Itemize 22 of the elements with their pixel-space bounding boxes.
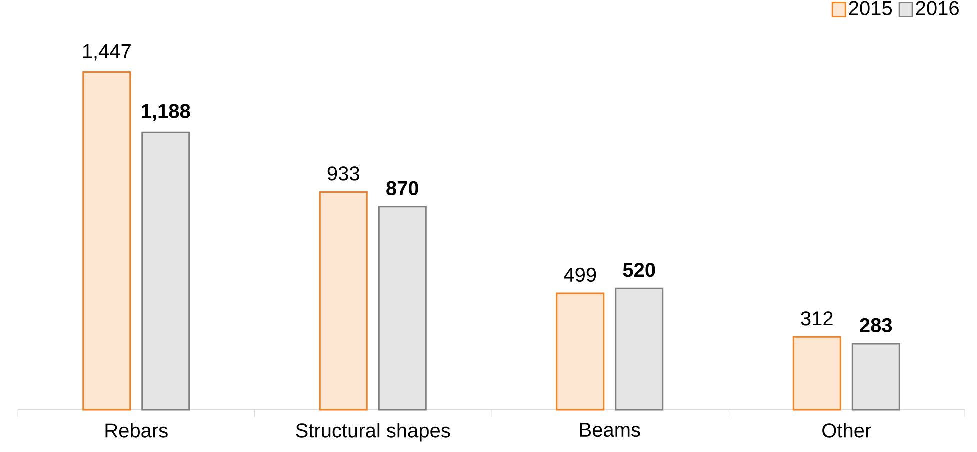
bar [615,288,664,411]
x-tick-label: Rebars [106,423,168,438]
data-label: 870 [386,181,418,196]
data-label: 312 [801,312,833,326]
legend-label: 2015 [849,1,892,16]
bar [792,336,842,411]
data-label: 499 [564,268,596,282]
bar [556,292,605,411]
data-label: 1,447 [83,44,131,61]
bar [142,132,190,411]
bar [82,71,132,411]
x-tick-label: Beams [580,423,640,438]
x-tick-label: Structural shapes [296,423,450,442]
legend-label: 2016 [916,1,959,16]
data-label: 520 [623,263,656,278]
x-tick-label: Other [822,423,872,438]
bar [852,343,900,411]
data-label: 933 [328,166,360,181]
data-label: 1,188 [142,104,190,122]
bar [319,191,368,411]
data-label: 283 [860,318,892,333]
bar [378,206,427,411]
